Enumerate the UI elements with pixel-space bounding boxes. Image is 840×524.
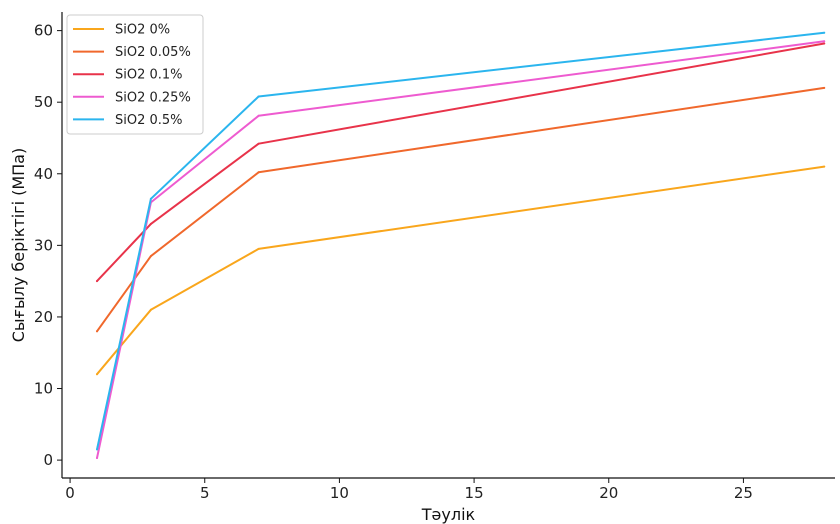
data-point-1-0 bbox=[96, 330, 98, 333]
x-tick-label: 10 bbox=[330, 484, 349, 502]
legend: SiO2 0% SiO2 0.05% SiO2 0.1% SiO2 0.25% SiO2… bbox=[66, 14, 204, 135]
x-tick-label: 20 bbox=[599, 484, 618, 502]
legend-box bbox=[66, 14, 204, 135]
data-point-3-3 bbox=[823, 40, 826, 43]
series-line-1 bbox=[96, 86, 826, 333]
x-tick-label: 25 bbox=[734, 484, 753, 502]
data-point-2-0 bbox=[96, 280, 98, 283]
x-tick-label: 15 bbox=[465, 484, 484, 502]
plot-area bbox=[96, 31, 826, 459]
series-line-2 bbox=[96, 42, 826, 283]
data-point-1-2 bbox=[257, 171, 260, 174]
series-line-4 bbox=[96, 31, 826, 451]
data-point-3-2 bbox=[257, 114, 260, 117]
data-point-2-3 bbox=[823, 42, 826, 45]
legend-label-1: SiO2 0.05% bbox=[115, 45, 191, 60]
data-point-1-3 bbox=[823, 86, 826, 89]
y-tick-label: 50 bbox=[34, 93, 53, 111]
y-tick-label: 40 bbox=[34, 165, 53, 183]
data-point-4-1 bbox=[149, 197, 152, 200]
x-axis-title: Тәулік bbox=[421, 505, 476, 524]
legend-label-3: SiO2 0.25% bbox=[115, 90, 191, 105]
data-point-0-3 bbox=[823, 165, 826, 168]
data-point-2-2 bbox=[257, 142, 260, 145]
y-tick-label: 20 bbox=[34, 308, 53, 326]
series-line-0 bbox=[96, 165, 826, 376]
x-tick-label: 0 bbox=[65, 484, 75, 502]
data-point-0-0 bbox=[96, 373, 98, 376]
legend-label-4: SiO2 0.5% bbox=[115, 113, 183, 128]
x-tick-label: 5 bbox=[200, 484, 210, 502]
y-tick-label: 10 bbox=[34, 380, 53, 398]
y-tick-label: 0 bbox=[43, 451, 53, 469]
legend-label-2: SiO2 0.1% bbox=[115, 68, 183, 83]
data-point-0-2 bbox=[257, 247, 260, 250]
data-point-2-1 bbox=[149, 222, 152, 225]
data-point-1-1 bbox=[149, 255, 152, 258]
series-line-3 bbox=[96, 40, 826, 459]
y-tick-label: 30 bbox=[34, 236, 53, 254]
data-point-0-1 bbox=[149, 308, 152, 311]
data-point-4-0 bbox=[96, 448, 98, 451]
data-point-4-3 bbox=[823, 31, 826, 34]
axes: 0 5 10 15 20 25 0 10 20 30 40 50 60 bbox=[34, 12, 835, 502]
legend-label-0: SiO2 0% bbox=[115, 23, 170, 38]
data-point-4-2 bbox=[257, 95, 260, 98]
y-axis-title: Сығылу беріктігі (МПа) bbox=[9, 148, 28, 342]
data-point-3-0 bbox=[96, 457, 98, 459]
y-tick-label: 60 bbox=[34, 22, 53, 40]
